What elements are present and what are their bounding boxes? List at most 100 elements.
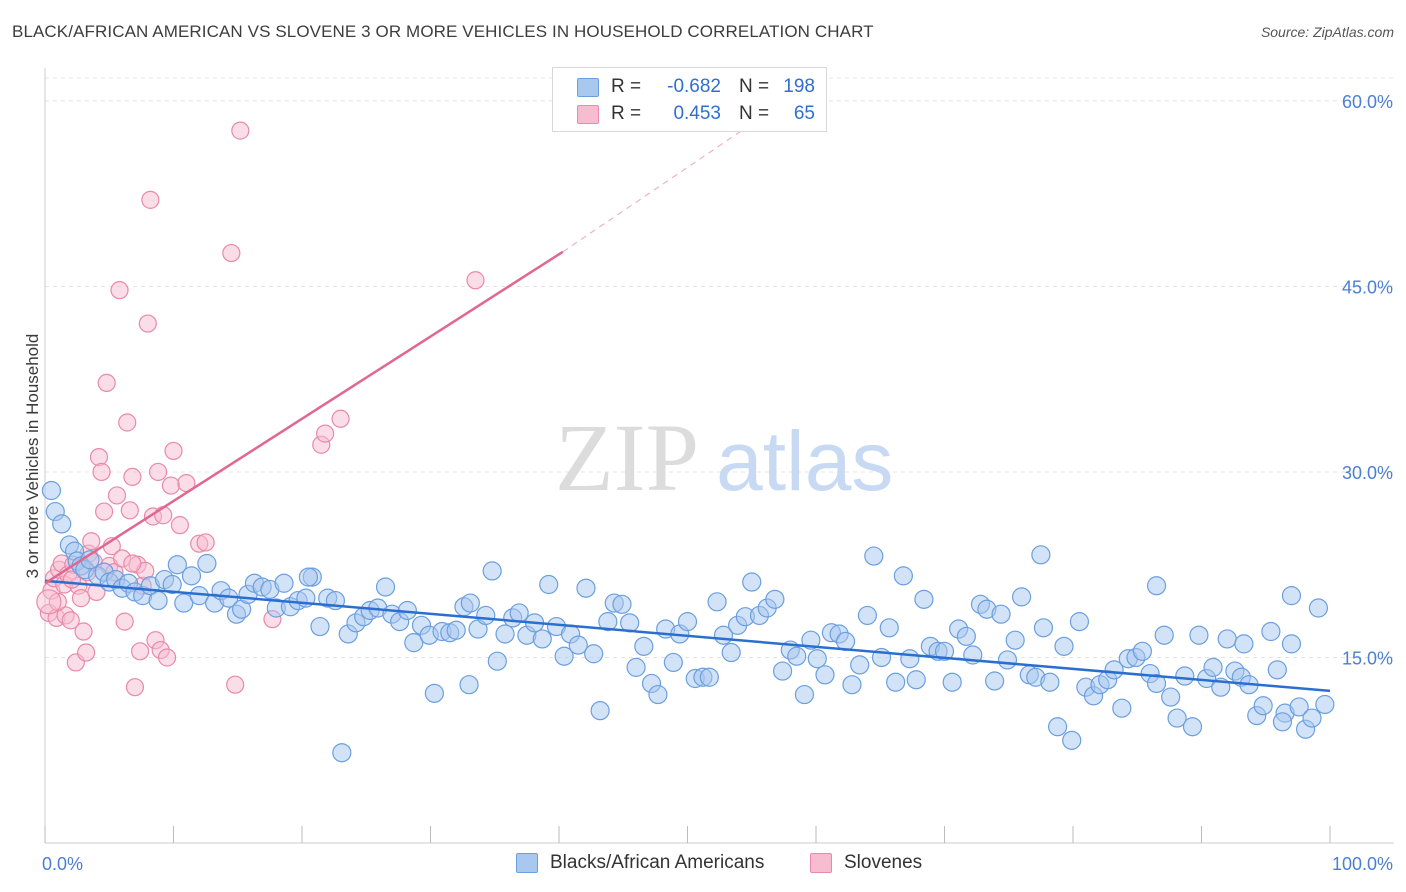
blacks-point <box>274 573 294 593</box>
series-legend: Blacks/African Americans Slovenes <box>0 852 1406 878</box>
blacks-point <box>1167 708 1187 728</box>
blacks-point <box>765 589 785 609</box>
blacks-point <box>893 566 913 586</box>
blacks-point <box>1104 660 1124 680</box>
watermark-atlas: atlas <box>716 414 893 508</box>
blacks-point <box>590 701 610 721</box>
blacks-point <box>842 675 862 695</box>
legend-row-blacks: R = -0.682 N = 198 <box>577 74 815 100</box>
slovenes-point <box>115 612 134 631</box>
tick-labels: 15.0% 30.0% 45.0% 60.0% 0.0% 100.0% <box>42 92 1393 874</box>
blacks-point <box>742 572 762 592</box>
blacks-point <box>1161 687 1181 707</box>
blacks-point <box>1146 673 1167 694</box>
slovenes-point <box>161 476 181 495</box>
blacks-point <box>1189 625 1209 645</box>
blacks-point <box>626 657 646 677</box>
watermark: ZIP atlas <box>555 404 893 511</box>
blacks-point <box>1112 698 1132 718</box>
blacks-point <box>298 567 319 587</box>
blacks-point <box>482 561 502 581</box>
blacks-point <box>181 566 202 586</box>
y-axis-label: 3 or more Vehicles in Household <box>23 334 42 579</box>
n-value: 198 <box>783 76 815 97</box>
blacks-point <box>310 616 330 637</box>
slovenes-point <box>222 243 241 263</box>
blacks-point <box>634 636 654 656</box>
slovenes-point <box>316 424 335 443</box>
blacks-point <box>1146 576 1167 596</box>
slovenes-point <box>154 506 173 525</box>
slovenes-point <box>125 678 145 697</box>
blacks-point <box>1154 625 1174 645</box>
slovenes-point <box>61 611 80 630</box>
slovenes-point <box>130 642 150 661</box>
blacks-point <box>914 589 934 609</box>
blacks-trend-line <box>44 579 1331 693</box>
blacks-point <box>1261 621 1281 642</box>
blacks-point <box>1011 587 1032 607</box>
blacks-point <box>997 650 1018 670</box>
blacks-point <box>879 618 899 638</box>
slovenes-point <box>226 675 245 694</box>
blacks-point <box>424 683 444 703</box>
blacks-point <box>41 480 62 501</box>
blacks-point <box>906 670 926 690</box>
blacks-point <box>612 594 632 614</box>
blacks-point <box>807 649 827 669</box>
slovenes-point <box>164 441 183 461</box>
blacks-point <box>532 629 552 649</box>
blacks-point <box>985 671 1005 691</box>
blacks-point <box>1054 636 1074 656</box>
blacks-point <box>1069 612 1090 632</box>
blacks-point <box>1175 666 1195 686</box>
blacks-point <box>850 655 870 675</box>
y-tick-label: 60.0% <box>1342 92 1393 112</box>
slovenes-point <box>196 533 215 552</box>
blacks-point <box>1005 630 1025 650</box>
legend-label-blacks: Blacks/African Americans <box>550 852 765 873</box>
blacks-point <box>598 612 618 632</box>
slovenes-point <box>331 409 350 428</box>
slovenes-point <box>95 502 114 521</box>
blacks-point <box>663 652 683 673</box>
slovenes-point <box>141 190 160 209</box>
blacks-point <box>197 553 217 574</box>
trend-lines <box>44 118 1331 693</box>
correlation-legend: R = -0.682 N = 198 R = 0.453 N = 65 <box>552 67 827 132</box>
slovenes-point <box>123 554 142 573</box>
blacks-point <box>1308 598 1329 618</box>
blacks-point <box>1182 717 1203 737</box>
blue-swatch <box>516 853 538 873</box>
blacks-point <box>1281 634 1302 654</box>
blacks-point <box>1267 660 1287 680</box>
blacks-point <box>487 651 507 671</box>
blacks-point <box>1031 545 1051 565</box>
legend-item-slovenes[interactable]: Slovenes <box>810 852 922 874</box>
r-label: R = <box>611 76 642 97</box>
slovenes-trend-extension <box>562 118 759 253</box>
slovenes-trend-line <box>44 250 564 585</box>
blacks-point <box>1040 672 1060 692</box>
pink-swatch <box>577 104 599 124</box>
n-value: 65 <box>793 103 815 124</box>
slovenes-point <box>118 413 137 432</box>
blacks-point <box>886 672 906 692</box>
slovenes-point <box>82 532 101 551</box>
blacks-point <box>509 603 529 623</box>
n-label: N = <box>739 103 770 124</box>
y-tick-label: 15.0% <box>1342 648 1393 668</box>
n-label: N = <box>739 76 770 97</box>
blacks-point <box>1132 641 1152 661</box>
x-tick-label-min: 0.0% <box>42 854 83 874</box>
blacks-point <box>772 661 793 681</box>
blacks-point <box>648 684 668 705</box>
slovenes-point <box>231 121 250 140</box>
x-tick-label-max: 100.0% <box>1332 854 1393 874</box>
blacks-point <box>677 612 698 632</box>
blacks-point <box>1289 697 1309 717</box>
blacks-point <box>794 684 815 705</box>
blacks-point <box>459 675 479 695</box>
blacks-point <box>934 641 955 661</box>
legend-item-blacks[interactable]: Blacks/African Americans <box>516 852 764 874</box>
